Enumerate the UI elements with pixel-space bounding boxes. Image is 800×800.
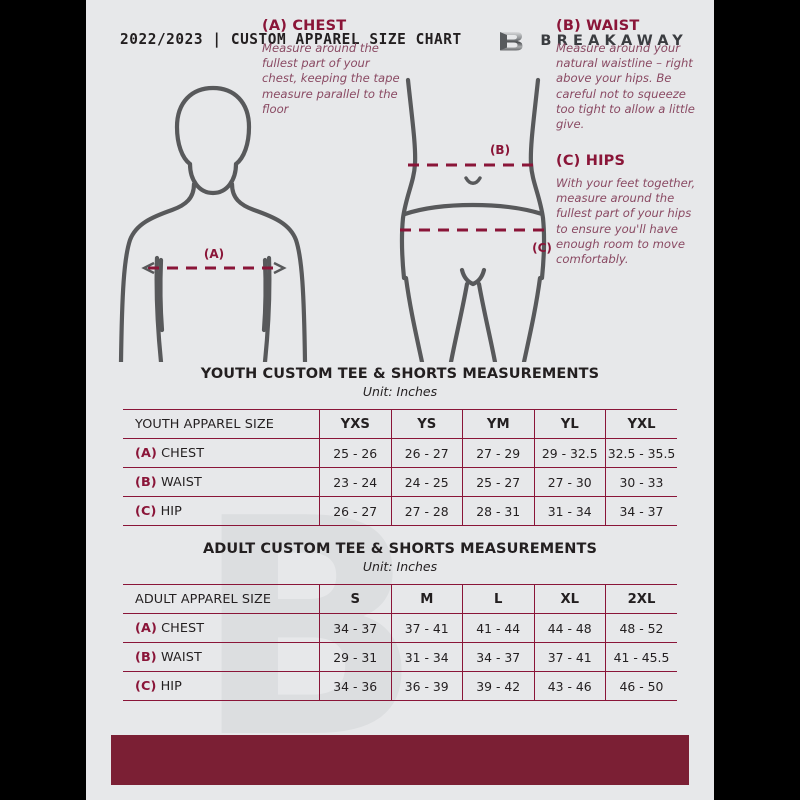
- table-row: (A) CHEST 34 - 37 37 - 41 41 - 44 44 - 4…: [123, 613, 677, 643]
- adult-chest-3: 44 - 48: [533, 613, 606, 643]
- youth-table-title: YOUTH CUSTOM TEE & SHORTS MEASUREMENTS: [200, 366, 600, 382]
- youth-size-col-3: YL: [533, 409, 606, 439]
- row-tag: (A): [135, 620, 157, 636]
- youth-size-col-4: YXL: [605, 409, 677, 439]
- youth-chest-2: 27 - 29: [462, 438, 534, 468]
- adult-size-col-2: L: [462, 584, 534, 614]
- adult-row-label-waist: (B) WAIST: [123, 642, 320, 672]
- youth-row-label-waist: (B) WAIST: [123, 467, 320, 497]
- adult-table-title: ADULT CUSTOM TEE & SHORTS MEASUREMENTS: [202, 541, 598, 557]
- adult-size-table: ADULT APPAREL SIZE S M L XL 2XL (A) CHES…: [123, 584, 677, 701]
- callout-chest-heading: (A) CHEST: [262, 18, 347, 34]
- adult-waist-4: 41 - 45.5: [605, 642, 677, 672]
- youth-hip-3: 31 - 34: [533, 496, 606, 526]
- callout-chest-body: Measure around the fullest part of your …: [262, 41, 400, 116]
- chest-line-label: (A): [204, 247, 224, 261]
- callout-waist: (B) WAIST Measure around your natural wa…: [556, 18, 696, 132]
- adult-measurements-section: ADULT CUSTOM TEE & SHORTS MEASUREMENTS U…: [86, 541, 714, 701]
- torso-figure-illustration: (A): [118, 85, 308, 362]
- measurement-diagrams: (A): [86, 66, 714, 366]
- row-name: CHEST: [161, 445, 205, 461]
- table-row: (B) WAIST 23 - 24 24 - 25 25 - 27 27 - 3…: [123, 467, 677, 497]
- footer-accent-bar: [111, 735, 689, 785]
- adult-size-col-4: 2XL: [605, 584, 677, 614]
- row-name: CHEST: [161, 620, 205, 636]
- table-row: (B) WAIST 29 - 31 31 - 34 34 - 37 37 - 4…: [123, 642, 677, 672]
- youth-row-label-chest: (A) CHEST: [123, 438, 320, 468]
- youth-chest-0: 25 - 26: [319, 438, 391, 468]
- youth-table-unit: Unit: Inches: [362, 384, 438, 399]
- size-chart-page: B 2022/2023 | CUSTOM APPAREL SIZE CHART: [86, 0, 714, 800]
- callout-hips: (C) HIPS With your feet together, measur…: [556, 153, 698, 267]
- hip-line-label: (C): [532, 241, 552, 255]
- youth-hip-1: 27 - 28: [390, 496, 463, 526]
- callout-waist-body: Measure around your natural waistline – …: [556, 41, 695, 132]
- page-header: 2022/2023 | CUSTOM APPAREL SIZE CHART BR…: [86, 0, 714, 70]
- youth-waist-2: 25 - 27: [462, 467, 534, 497]
- adult-hip-1: 36 - 39: [390, 671, 463, 701]
- adult-waist-1: 31 - 34: [390, 642, 463, 672]
- adult-row-label-chest: (A) CHEST: [123, 613, 320, 643]
- row-tag: (C): [135, 678, 157, 694]
- callout-hips-heading: (C) HIPS: [556, 153, 626, 169]
- youth-apparel-size-label: YOUTH APPAREL SIZE: [123, 409, 320, 439]
- adult-chest-1: 37 - 41: [390, 613, 463, 643]
- adult-size-col-3: XL: [533, 584, 606, 614]
- row-tag: (B): [135, 474, 157, 490]
- adult-size-col-0: S: [319, 584, 391, 614]
- youth-size-col-2: YM: [462, 409, 534, 439]
- adult-apparel-size-label: ADULT APPAREL SIZE: [123, 584, 320, 614]
- adult-table-unit: Unit: Inches: [362, 559, 438, 574]
- adult-hip-2: 39 - 42: [462, 671, 534, 701]
- callout-waist-heading: (B) WAIST: [556, 18, 640, 34]
- youth-chest-3: 29 - 32.5: [533, 438, 606, 468]
- youth-waist-0: 23 - 24: [319, 467, 391, 497]
- breakaway-b-logo-icon: [500, 32, 523, 51]
- table-row: (C) HIP 34 - 36 36 - 39 39 - 42 43 - 46 …: [123, 671, 677, 701]
- row-tag: (B): [135, 649, 157, 665]
- adult-chest-4: 48 - 52: [605, 613, 677, 643]
- hips-figure-illustration: (B) (C): [399, 77, 552, 362]
- row-name: HIP: [160, 678, 182, 694]
- adult-hip-3: 43 - 46: [533, 671, 606, 701]
- chest-measure-line: [141, 261, 287, 275]
- adult-chest-0: 34 - 37: [319, 613, 391, 643]
- youth-hip-4: 34 - 37: [605, 496, 677, 526]
- adult-waist-2: 34 - 37: [462, 642, 534, 672]
- table-header-row: YOUTH APPAREL SIZE YXS YS YM YL YXL: [123, 409, 677, 439]
- table-header-row: ADULT APPAREL SIZE S M L XL 2XL: [123, 584, 677, 614]
- page-title: 2022/2023 | CUSTOM APPAREL SIZE CHART: [120, 30, 462, 48]
- adult-hip-0: 34 - 36: [319, 671, 391, 701]
- adult-size-col-1: M: [390, 584, 463, 614]
- adult-waist-3: 37 - 41: [533, 642, 606, 672]
- row-name: WAIST: [160, 649, 202, 665]
- youth-size-col-0: YXS: [319, 409, 391, 439]
- adult-chest-2: 41 - 44: [462, 613, 534, 643]
- callout-chest: (A) CHEST Measure around the fullest par…: [262, 18, 402, 117]
- callout-hips-body: With your feet together, measure around …: [556, 176, 696, 267]
- youth-measurements-section: YOUTH CUSTOM TEE & SHORTS MEASUREMENTS U…: [86, 366, 714, 526]
- row-tag: (C): [135, 503, 157, 519]
- adult-waist-0: 29 - 31: [319, 642, 391, 672]
- table-row: (A) CHEST 25 - 26 26 - 27 27 - 29 29 - 3…: [123, 438, 677, 468]
- adult-row-label-hip: (C) HIP: [123, 671, 320, 701]
- youth-size-table: YOUTH APPAREL SIZE YXS YS YM YL YXL (A) …: [123, 409, 677, 526]
- row-name: HIP: [160, 503, 182, 519]
- adult-hip-4: 46 - 50: [605, 671, 677, 701]
- youth-row-label-hip: (C) HIP: [123, 496, 320, 526]
- youth-size-col-1: YS: [390, 409, 463, 439]
- youth-hip-2: 28 - 31: [462, 496, 534, 526]
- row-tag: (A): [135, 445, 157, 461]
- brand-lockup: BREAKAWAY: [497, 26, 688, 56]
- youth-waist-4: 30 - 33: [605, 467, 677, 497]
- brand-name: BREAKAWAY: [540, 33, 688, 49]
- youth-waist-1: 24 - 25: [390, 467, 463, 497]
- table-row: (C) HIP 26 - 27 27 - 28 28 - 31 31 - 34 …: [123, 496, 677, 526]
- row-name: WAIST: [160, 474, 202, 490]
- youth-waist-3: 27 - 30: [533, 467, 606, 497]
- waist-line-label: (B): [490, 143, 510, 157]
- youth-hip-0: 26 - 27: [319, 496, 391, 526]
- youth-chest-1: 26 - 27: [390, 438, 463, 468]
- youth-chest-4: 32.5 - 35.5: [605, 438, 677, 468]
